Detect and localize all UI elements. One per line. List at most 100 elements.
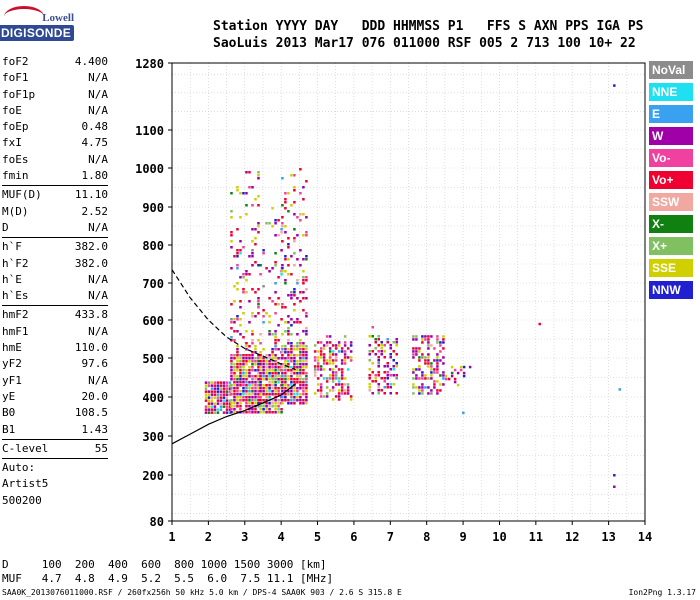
echo-point xyxy=(442,335,445,338)
y-tick-label: 400 xyxy=(142,391,164,405)
echo-point xyxy=(248,366,251,369)
echo-point xyxy=(236,363,239,366)
echo-point xyxy=(412,356,415,359)
echo-point xyxy=(296,399,299,402)
echo-point xyxy=(302,213,305,216)
echo-point xyxy=(299,168,302,171)
echo-point xyxy=(239,393,242,396)
echo-point xyxy=(230,405,233,408)
echo-point xyxy=(268,222,271,225)
echo-point xyxy=(277,219,280,222)
echo-point xyxy=(216,381,220,384)
echo-point xyxy=(296,390,299,393)
echo-point xyxy=(281,216,284,219)
echo-point xyxy=(271,333,274,336)
x-tick-label: 10 xyxy=(492,530,506,544)
param-row-he: h`E N/A xyxy=(2,272,108,288)
echo-point xyxy=(412,377,415,380)
x-tick-label: 2 xyxy=(205,530,212,544)
echo-point xyxy=(421,383,424,386)
echo-point xyxy=(236,255,239,258)
echo-point xyxy=(343,350,347,353)
echo-point xyxy=(337,350,341,353)
echo-point xyxy=(216,384,220,387)
echo-point xyxy=(287,333,290,336)
echo-point xyxy=(305,312,308,315)
echo-point xyxy=(395,344,398,347)
echo-point xyxy=(222,396,226,399)
echo-point xyxy=(328,374,332,377)
echo-point xyxy=(290,324,293,327)
echo-point xyxy=(281,399,284,402)
logo-lowell-text: Lowell xyxy=(42,12,74,24)
echo-point xyxy=(296,360,299,363)
echo-point xyxy=(259,333,262,336)
echo-point xyxy=(392,368,395,371)
echo-point xyxy=(380,353,383,356)
echo-point xyxy=(271,207,274,210)
station-header-values: SaoLuis 2013 Mar17 076 011000 RSF 005 2 … xyxy=(213,36,636,51)
echo-point xyxy=(210,399,214,402)
logo-arc-icon xyxy=(4,6,44,27)
param-value: N/A xyxy=(88,103,108,117)
echo-point xyxy=(334,365,338,368)
echo-point xyxy=(325,335,329,338)
echo-point xyxy=(245,348,248,351)
echo-point xyxy=(284,378,287,381)
echo-point xyxy=(383,350,386,353)
echo-point xyxy=(427,347,430,350)
echo-point xyxy=(257,204,260,207)
echo-point xyxy=(439,389,442,392)
echo-point xyxy=(468,365,472,369)
echo-point xyxy=(251,264,254,267)
echo-point xyxy=(254,315,257,318)
echo-point xyxy=(248,186,251,189)
echo-point xyxy=(421,371,424,374)
echo-point xyxy=(389,368,392,371)
echo-point xyxy=(207,381,211,384)
echo-point xyxy=(245,279,248,282)
echo-point xyxy=(277,276,280,279)
echo-point xyxy=(257,264,260,267)
param-name: h`Es xyxy=(2,289,29,303)
echo-point xyxy=(287,393,290,396)
echo-point xyxy=(436,362,439,365)
echo-point xyxy=(219,402,223,405)
echo-point xyxy=(305,384,308,387)
y-tick-label: 500 xyxy=(142,352,164,366)
echo-point xyxy=(427,365,430,368)
echo-point xyxy=(368,374,371,377)
echo-point xyxy=(450,365,454,369)
echo-point xyxy=(259,351,262,354)
echo-point xyxy=(262,384,265,387)
echo-point xyxy=(233,396,236,399)
echo-point xyxy=(257,195,260,198)
echo-point xyxy=(299,378,302,381)
echo-point xyxy=(305,366,308,369)
echo-point xyxy=(302,390,305,393)
echo-point xyxy=(239,300,242,303)
echo-point xyxy=(287,210,290,213)
echo-point xyxy=(210,381,214,384)
echo-point xyxy=(421,392,424,395)
echo-point xyxy=(418,356,421,359)
echo-point xyxy=(374,380,377,383)
echo-point xyxy=(281,333,284,336)
echo-point xyxy=(293,228,296,231)
echo-point xyxy=(337,389,341,392)
echo-point xyxy=(274,387,277,390)
echo-point xyxy=(268,333,271,336)
echo-point xyxy=(248,273,251,276)
echo-point xyxy=(287,357,290,360)
echo-point xyxy=(245,372,248,375)
echo-point xyxy=(305,297,308,300)
echo-point xyxy=(204,384,208,387)
echo-point xyxy=(251,411,254,414)
echo-point xyxy=(262,315,265,318)
outlier-point xyxy=(462,411,465,415)
echo-point xyxy=(290,342,293,345)
echo-point xyxy=(245,378,248,381)
echo-point xyxy=(242,246,245,249)
outlier-point xyxy=(613,485,616,488)
echo-point xyxy=(430,365,433,368)
